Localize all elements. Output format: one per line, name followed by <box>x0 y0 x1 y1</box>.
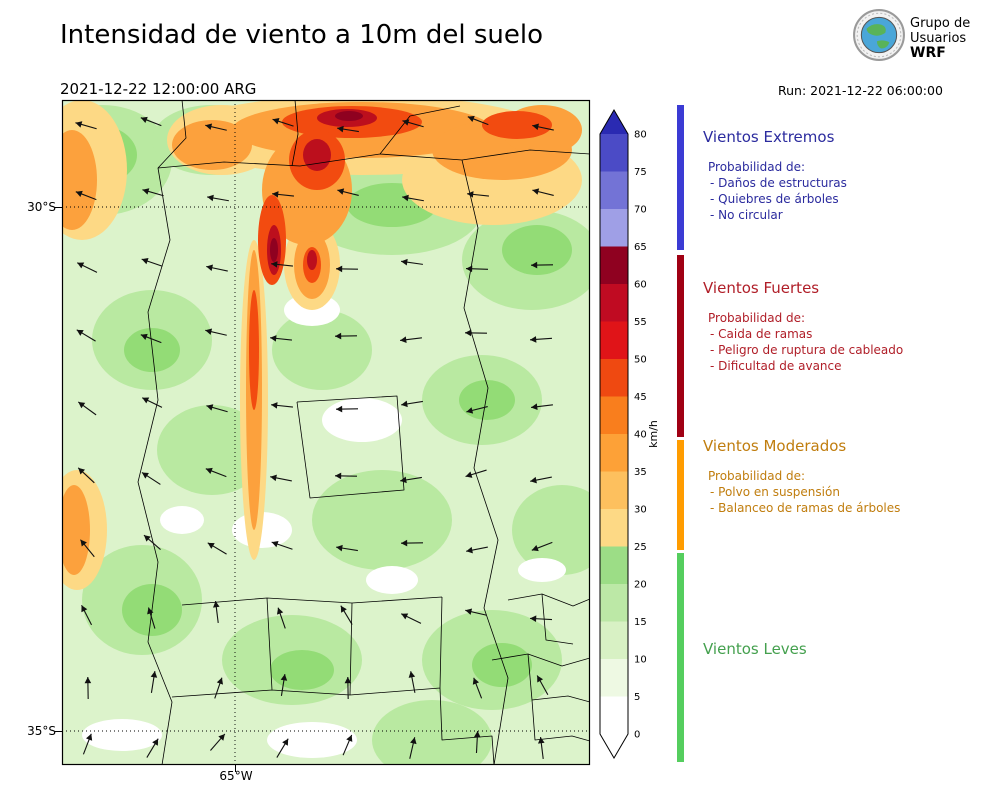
svg-text:25: 25 <box>634 542 647 553</box>
svg-text:20: 20 <box>634 580 647 591</box>
logo-text-wrf: WRF <box>910 45 946 61</box>
legend-title: Vientos Leves <box>703 640 807 658</box>
colorbar-over-arrow <box>600 110 628 134</box>
legend-subtitle: Probabilidad de: <box>708 311 806 325</box>
svg-text:15: 15 <box>634 617 647 628</box>
legend-item: - Quiebres de árboles <box>710 192 839 206</box>
svg-text:70: 70 <box>634 205 647 216</box>
svg-text:45: 45 <box>634 392 647 403</box>
globe-icon <box>853 9 905 61</box>
lat-label-35s: 35°S <box>27 724 56 738</box>
legend-section-fuertes: Vientos Fuertes Probabilidad de: - Caida… <box>703 279 903 374</box>
lat-label-30s: 30°S <box>27 200 56 214</box>
valid-datetime: 2021-12-22 12:00:00 ARG <box>60 80 257 98</box>
svg-text:75: 75 <box>634 167 647 178</box>
wind-arrow-layer <box>75 115 554 759</box>
svg-text:50: 50 <box>634 355 647 366</box>
svg-text:0: 0 <box>634 730 640 741</box>
svg-text:80: 80 <box>634 130 647 141</box>
legend-item: - Daños de estructuras <box>710 176 847 190</box>
colorbar-segments <box>600 134 628 734</box>
colorbar-unit-label: km/h <box>647 420 660 448</box>
legend-subtitle: Probabilidad de: <box>708 469 806 483</box>
admin-boundaries <box>137 100 590 765</box>
page-title: Intensidad de viento a 10m del suelo <box>60 20 544 50</box>
map-canvas <box>61 99 591 766</box>
legend-bar-moderados <box>677 440 684 550</box>
legend-title: Vientos Extremos <box>703 128 835 146</box>
legend-bar-leves <box>677 553 684 762</box>
svg-text:10: 10 <box>634 655 647 666</box>
graticule-lines <box>62 100 590 765</box>
legend-section-moderados: Vientos Moderados Probabilidad de: - Pol… <box>703 437 900 516</box>
svg-text:30: 30 <box>634 505 647 516</box>
colorbar-canvas: 0 5 10 15 20 25 30 35 40 45 50 55 60 65 70 75 80 km/h <box>599 109 660 759</box>
svg-text:65: 65 <box>634 242 647 253</box>
wind-area-maroon <box>270 111 363 262</box>
legend-item: - No circular <box>710 208 783 222</box>
legend-item: - Balanceo de ramas de árboles <box>710 501 901 515</box>
legend-section-extremos: Vientos Extremos Probabilidad de: - Daño… <box>703 128 847 223</box>
svg-text:35: 35 <box>634 467 647 478</box>
legend-bar-extremos <box>677 105 684 250</box>
legend-section-leves: Vientos Leves <box>703 640 807 671</box>
colorbar-under-arrow <box>600 734 628 758</box>
run-datetime: Run: 2021-12-22 06:00:00 <box>778 83 943 98</box>
legend-item: - Polvo en suspensión <box>710 485 840 499</box>
svg-text:60: 60 <box>634 280 647 291</box>
axis-tick <box>55 207 62 208</box>
logo-text-line: Grupo de <box>910 16 971 31</box>
axis-tick <box>55 731 62 732</box>
legend-subtitle: Probabilidad de: <box>708 160 806 174</box>
logo-text: Grupo de Usuarios WRF <box>910 16 970 61</box>
colorbar: 0 5 10 15 20 25 30 35 40 45 50 55 60 65 70 75 80 km/h <box>599 109 680 770</box>
logo-text-line: Usuarios <box>910 31 967 46</box>
wrf-globe-logo <box>852 8 906 62</box>
svg-text:40: 40 <box>634 430 647 441</box>
map-frame <box>61 99 591 766</box>
legend-title: Vientos Moderados <box>703 437 847 455</box>
colorbar-tick-labels: 0 5 10 15 20 25 30 35 40 45 50 55 60 65 70 75 80 <box>634 130 647 741</box>
legend-item: - Caida de ramas <box>710 327 813 341</box>
svg-text:5: 5 <box>634 692 640 703</box>
lon-label-65w: 65°W <box>219 769 253 783</box>
legend-title: Vientos Fuertes <box>703 279 820 297</box>
wind-intensity-map <box>61 99 591 766</box>
axis-tick <box>235 765 236 772</box>
colorbar-outline <box>599 109 629 759</box>
legend-bar-fuertes <box>677 255 684 437</box>
legend-item: - Dificultad de avance <box>710 359 842 373</box>
svg-text:55: 55 <box>634 317 647 328</box>
legend-item: - Peligro de ruptura de cableado <box>710 343 904 357</box>
